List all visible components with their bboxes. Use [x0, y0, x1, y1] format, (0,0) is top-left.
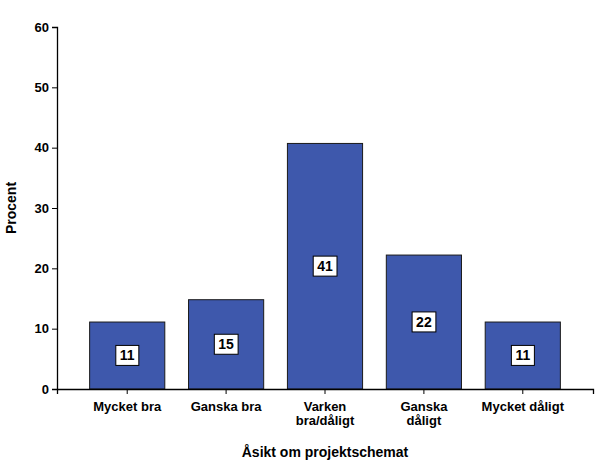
y-tick: 50: [35, 80, 57, 95]
y-axis: 0 10 20 30 40 50 60: [35, 20, 58, 397]
y-tick-mark: [52, 329, 57, 330]
bar: [485, 322, 560, 389]
data-label-text: 22: [416, 314, 432, 330]
y-tick-mark: [52, 389, 57, 390]
y-axis-line: [52, 28, 58, 390]
y-tick-mark: [52, 268, 57, 269]
bar: [90, 322, 165, 389]
y-tick: 60: [35, 20, 57, 35]
data-label-box: [412, 312, 436, 332]
data-label: 11: [511, 345, 534, 365]
x-tick-mark: [226, 389, 227, 394]
x-tick-mark: [127, 389, 128, 394]
x-tick: Ganska bra: [191, 389, 263, 414]
data-label: 22: [412, 312, 436, 332]
x-axis-title: Åsikt om projektschemat: [242, 444, 409, 460]
x-axis-line: [58, 390, 594, 395]
bar: [386, 255, 461, 389]
data-label-box: [511, 345, 534, 365]
x-tick-mark: [423, 389, 424, 394]
y-tick-label: 20: [35, 261, 49, 276]
data-labels: 11 15 41 22 11: [116, 256, 535, 365]
y-tick: 10: [35, 321, 57, 336]
x-tick-label: Mycket dåligt: [482, 399, 565, 414]
y-tick: 20: [35, 261, 57, 276]
y-tick-mark: [52, 148, 57, 149]
chart: 0 10 20 30 40 50 60 Mycket bra Ganska bra Varkenb…: [0, 0, 615, 461]
data-label-text: 11: [120, 347, 135, 363]
bar: [287, 143, 362, 389]
y-tick-label: 0: [42, 382, 49, 397]
y-tick-mark: [52, 208, 57, 209]
y-tick-mark: [52, 87, 57, 88]
y-tick: 30: [35, 201, 57, 216]
x-tick: Ganskadåligt: [400, 389, 448, 428]
x-tick-label: Ganskadåligt: [400, 399, 448, 428]
x-tick: Mycket bra: [93, 389, 162, 414]
x-tick-mark: [325, 389, 326, 394]
y-axis-title: Procent: [3, 182, 19, 234]
x-tick: Mycket dåligt: [482, 389, 565, 414]
data-label-text: 11: [515, 347, 530, 363]
y-tick-label: 10: [35, 321, 49, 336]
y-tick-label: 40: [35, 140, 49, 155]
y-tick-label: 60: [35, 20, 49, 35]
bars: [90, 143, 561, 389]
data-label-text: 15: [218, 336, 234, 352]
data-label: 41: [313, 256, 337, 276]
data-label-box: [116, 345, 139, 365]
x-tick-mark: [522, 389, 523, 394]
data-label: 11: [116, 345, 139, 365]
y-tick: 40: [35, 140, 57, 155]
x-tick-label: Varkenbra/dåligt: [296, 399, 355, 428]
data-label-box: [313, 256, 337, 276]
x-tick: Varkenbra/dåligt: [296, 389, 355, 428]
bar: [189, 300, 264, 389]
x-tick-label: Mycket bra: [93, 399, 162, 414]
y-tick: 0: [42, 382, 57, 397]
data-label: 15: [214, 334, 238, 354]
data-label-box: [214, 334, 238, 354]
data-label-text: 41: [317, 258, 333, 274]
x-tick-label: Ganska bra: [191, 399, 263, 414]
y-tick-mark: [52, 27, 57, 28]
y-tick-label: 50: [35, 80, 49, 95]
x-axis: Mycket bra Ganska bra Varkenbra/dåligt Gans…: [58, 389, 594, 428]
background: [0, 0, 615, 461]
y-tick-label: 30: [35, 201, 49, 216]
